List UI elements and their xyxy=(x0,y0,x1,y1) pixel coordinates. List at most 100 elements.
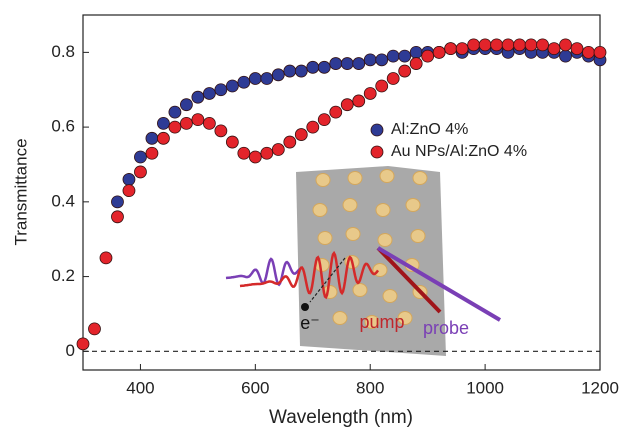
nanoparticle xyxy=(315,173,331,187)
x-tick-label: 800 xyxy=(356,378,384,397)
annotation: pump xyxy=(359,312,404,332)
data-point xyxy=(352,94,366,108)
legend-label: Au NPs/Al:ZnO 4% xyxy=(391,143,527,160)
data-point xyxy=(168,120,182,134)
data-point xyxy=(225,79,239,93)
legend-marker xyxy=(370,123,384,137)
data-point xyxy=(214,83,228,97)
x-tick-label: 1200 xyxy=(581,378,619,397)
data-point xyxy=(134,165,147,179)
y-tick-label: 0.2 xyxy=(51,266,75,285)
data-point xyxy=(306,120,320,134)
data-point xyxy=(157,131,170,145)
probe-beam xyxy=(376,246,502,322)
data-point xyxy=(386,49,400,63)
y-tick-label: 0.4 xyxy=(51,191,75,210)
y-tick-label: 0 xyxy=(66,341,75,360)
data-point xyxy=(145,146,159,160)
data-point xyxy=(490,38,504,52)
data-point xyxy=(88,322,101,336)
x-tick-label: 1000 xyxy=(466,378,504,397)
nanoparticle xyxy=(342,198,358,212)
data-point xyxy=(432,45,446,59)
data-point xyxy=(375,53,389,67)
data-point xyxy=(202,87,216,100)
nanoparticle xyxy=(377,233,393,247)
electron xyxy=(301,303,309,311)
y-axis-label: Transmittance xyxy=(11,138,30,245)
data-point xyxy=(317,60,331,74)
data-point xyxy=(340,57,354,70)
data-point xyxy=(271,143,285,156)
data-point xyxy=(294,128,308,141)
data-point xyxy=(570,42,584,56)
plate xyxy=(296,166,446,356)
nanoparticle xyxy=(382,289,398,303)
data-point xyxy=(513,38,526,52)
data-point xyxy=(478,38,492,52)
data-point xyxy=(122,173,136,186)
nanoparticle xyxy=(412,171,428,185)
data-point xyxy=(536,38,549,52)
nanoparticle xyxy=(347,171,363,185)
data-point xyxy=(363,53,377,67)
data-point xyxy=(260,72,274,85)
data-point xyxy=(467,38,481,52)
data-point xyxy=(179,116,193,130)
nanoparticle xyxy=(332,311,348,325)
data-point xyxy=(283,64,297,78)
data-point xyxy=(329,57,343,70)
nanoparticle xyxy=(405,198,421,212)
data-point xyxy=(340,98,354,112)
data-point xyxy=(329,105,343,119)
data-point xyxy=(99,251,113,265)
data-point xyxy=(455,42,469,56)
data-point xyxy=(225,135,239,149)
data-point xyxy=(317,113,331,127)
data-point xyxy=(444,42,458,56)
data-point xyxy=(559,38,572,52)
data-point xyxy=(134,150,147,164)
wave xyxy=(239,250,380,300)
data-point xyxy=(398,64,412,78)
data-point xyxy=(593,45,607,59)
data-point xyxy=(547,42,561,56)
data-point xyxy=(191,90,205,104)
legend-label: Al:ZnO 4% xyxy=(391,121,468,138)
annotation: e⁻ xyxy=(300,313,320,333)
x-tick-label: 400 xyxy=(126,378,154,397)
nanoparticle xyxy=(317,231,333,245)
nanoparticle xyxy=(352,283,368,297)
legend-marker xyxy=(370,145,384,159)
nanoparticle xyxy=(397,311,413,325)
data-point xyxy=(248,150,262,164)
data-point xyxy=(111,195,124,209)
data-point xyxy=(191,113,205,127)
inset-illustration: pump probe e⁻ xyxy=(225,166,502,356)
x-axis-label: Wavelength (nm) xyxy=(269,407,413,428)
data-point xyxy=(398,49,412,63)
data-point xyxy=(294,64,308,78)
y-tick-label: 0.6 xyxy=(51,117,75,136)
plot-frame xyxy=(82,14,601,371)
data-point xyxy=(409,45,423,59)
data-point xyxy=(260,146,274,160)
data-point xyxy=(559,49,572,63)
nanoparticle xyxy=(364,315,380,329)
data-point xyxy=(363,87,377,100)
nanoparticle xyxy=(345,227,361,241)
data-point xyxy=(352,57,366,70)
electron-path xyxy=(309,257,346,303)
data-point xyxy=(524,38,538,52)
nanoparticle xyxy=(375,203,391,217)
data-point xyxy=(271,68,285,82)
data-point xyxy=(168,105,182,119)
data-point xyxy=(111,210,124,224)
x-tick-label: 600 xyxy=(241,378,269,397)
data-point xyxy=(237,146,251,160)
data-point xyxy=(237,75,251,89)
nanoparticle xyxy=(312,203,328,217)
data-point xyxy=(248,72,262,85)
